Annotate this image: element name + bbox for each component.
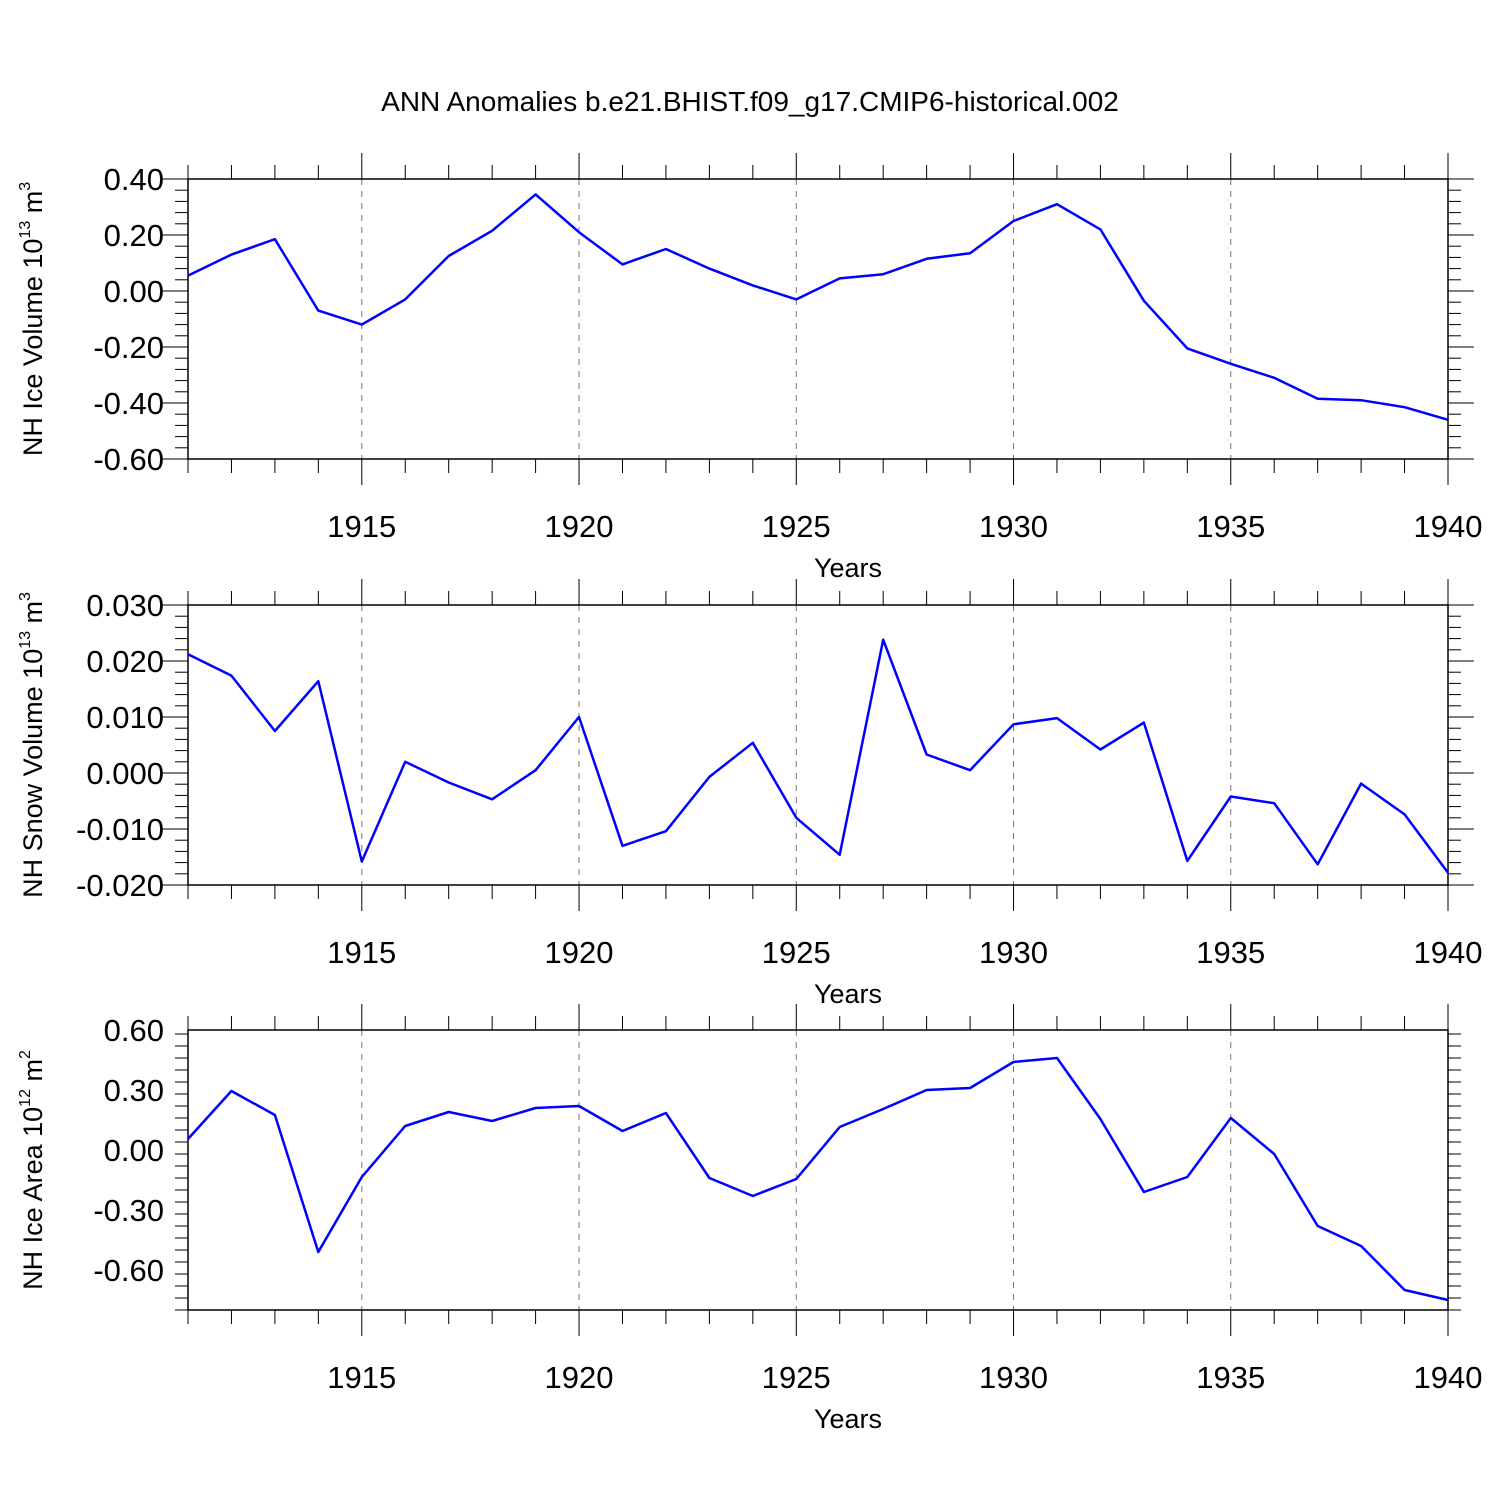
x-tick-label: 1940 xyxy=(1414,935,1483,970)
x-tick-label: 1915 xyxy=(327,1360,396,1395)
y-axis-label: NH Ice Volume 1013 m3 xyxy=(17,182,48,456)
y-tick-label: -0.40 xyxy=(93,386,164,421)
x-tick-label: 1935 xyxy=(1196,1360,1265,1395)
y-tick-label: -0.010 xyxy=(76,812,164,847)
x-tick-label: 1940 xyxy=(1414,1360,1483,1395)
x-axis-label: Years xyxy=(814,1404,882,1434)
panel-snow-volume: -0.020 -0.010 0.000 0.010 0.020 0.030 1915 1920… xyxy=(17,579,1482,1009)
y-tick-label: 0.010 xyxy=(86,700,164,735)
y-tick-label: 0.60 xyxy=(104,1013,164,1048)
x-tick-label: 1915 xyxy=(327,935,396,970)
x-tick-label: 1940 xyxy=(1414,509,1483,544)
x-tick-label: 1915 xyxy=(327,509,396,544)
x-tick-label: 1920 xyxy=(545,509,614,544)
panel-ice-volume: -0.60 -0.40 -0.20 0.00 0.20 0.40 1915 1920 1925 1… xyxy=(17,153,1482,583)
x-tick-label: 1925 xyxy=(762,935,831,970)
y-tick-label: -0.020 xyxy=(76,868,164,903)
x-axis-label: Years xyxy=(814,979,882,1009)
series-line xyxy=(187,638,1450,874)
y-axis-label: NH Ice Area 1012 m2 xyxy=(17,1050,48,1290)
series-line xyxy=(187,193,1449,422)
y-tick-label: 0.00 xyxy=(104,274,164,309)
y-tick-label: 0.30 xyxy=(104,1073,164,1108)
series-line xyxy=(187,1056,1449,1302)
plot-frame xyxy=(187,178,1449,460)
x-tick-label: 1920 xyxy=(545,1360,614,1395)
y-tick-label: 0.000 xyxy=(86,756,164,791)
panel-ice-area: -0.60 -0.30 0.00 0.30 0.60 1915 1920 1925 1930 19… xyxy=(17,1004,1482,1434)
y-tick-label: -0.60 xyxy=(93,1253,164,1288)
x-axis-label: Years xyxy=(814,553,882,583)
y-tick-label: 0.20 xyxy=(104,218,164,253)
x-tick-label: 1935 xyxy=(1196,935,1265,970)
x-tick-label: 1925 xyxy=(762,509,831,544)
y-tick-label: 0.00 xyxy=(104,1133,164,1168)
y-tick-label: -0.30 xyxy=(93,1193,164,1228)
y-tick-label: -0.20 xyxy=(93,330,164,365)
x-tick-label: 1930 xyxy=(979,1360,1048,1395)
y-tick-label: 0.020 xyxy=(86,644,164,679)
x-tick-label: 1935 xyxy=(1196,509,1265,544)
plot-frame xyxy=(187,604,1449,886)
x-tick-label: 1930 xyxy=(979,509,1048,544)
plot-frame xyxy=(187,1029,1449,1311)
y-tick-label: 0.030 xyxy=(86,588,164,623)
x-tick-label: 1930 xyxy=(979,935,1048,970)
chart-title: ANN Anomalies b.e21.BHIST.f09_g17.CMIP6-… xyxy=(381,86,1119,117)
x-tick-label: 1925 xyxy=(762,1360,831,1395)
y-axis-label: NH Snow Volume 1013 m3 xyxy=(17,592,48,898)
x-tick-label: 1920 xyxy=(545,935,614,970)
y-tick-label: 0.40 xyxy=(104,162,164,197)
y-tick-label: -0.60 xyxy=(93,442,164,477)
